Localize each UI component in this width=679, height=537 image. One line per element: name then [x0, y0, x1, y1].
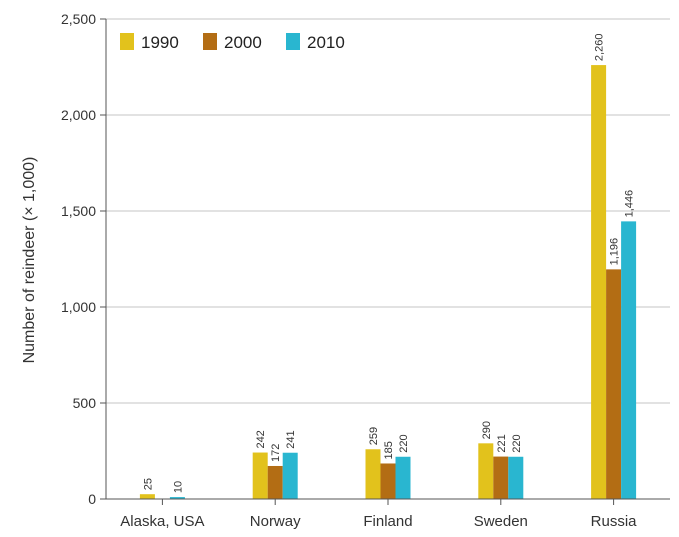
legend: 1990 2000 2010 [120, 33, 345, 52]
x-category-label: Russia [591, 513, 638, 530]
bar [267, 465, 283, 499]
bars [139, 65, 637, 500]
data-label: 1,446 [624, 190, 636, 218]
bar [139, 494, 155, 499]
y-axis-title: Number of reindeer (× 1,000) [21, 157, 38, 364]
data-label: 290 [481, 421, 493, 439]
data-label: 25 [142, 478, 154, 490]
legend-swatch [120, 33, 134, 50]
bar [508, 456, 524, 499]
data-label: 185 [383, 441, 395, 459]
bar [252, 452, 268, 499]
bar [478, 443, 494, 499]
bar [380, 463, 396, 499]
gridlines [106, 18, 670, 404]
data-label: 2,260 [594, 34, 606, 62]
bar [621, 221, 637, 500]
data-label: 259 [368, 427, 380, 445]
legend-label: 1990 [141, 33, 179, 52]
data-label: 221 [496, 434, 508, 452]
bar [493, 456, 509, 499]
x-category-label: Finland [363, 513, 412, 530]
bar [606, 269, 622, 499]
legend-label: 2000 [224, 33, 262, 52]
data-label: 1,196 [609, 238, 621, 266]
y-tick-label: 1,500 [61, 203, 96, 219]
y-axis-ticks: 0 500 1,000 1,500 2,000 2,500 [61, 11, 106, 507]
data-label: 220 [398, 434, 410, 452]
bar [282, 452, 298, 499]
x-category-label: Norway [250, 513, 301, 530]
data-label: 242 [255, 430, 267, 448]
data-label: 10 [172, 481, 184, 493]
data-label: 241 [285, 430, 297, 448]
bar [365, 449, 381, 499]
x-category-label: Sweden [474, 513, 528, 530]
x-axis-categories: Alaska, USA Norway Finland Sweden Russia [120, 499, 637, 530]
data-label: 172 [270, 444, 282, 462]
y-tick-label: 500 [73, 395, 97, 411]
y-tick-label: 2,500 [61, 11, 96, 27]
legend-label: 2010 [307, 33, 345, 52]
y-tick-label: 1,000 [61, 299, 96, 315]
y-tick-label: 2,000 [61, 107, 96, 123]
data-label: 220 [511, 434, 523, 452]
bar [169, 497, 185, 499]
legend-swatch [203, 33, 217, 50]
y-tick-label: 0 [88, 491, 96, 507]
legend-swatch [286, 33, 300, 50]
bar [591, 65, 607, 499]
x-category-label: Alaska, USA [120, 513, 204, 530]
bar [395, 456, 411, 499]
